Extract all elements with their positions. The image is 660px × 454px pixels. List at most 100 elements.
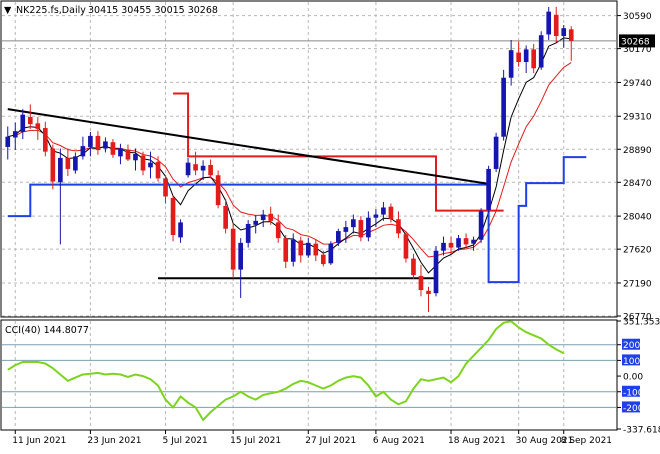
candle-body	[305, 242, 311, 256]
x-tick-label: 8 Sep 2021	[561, 436, 612, 446]
y-tick-label: 29740	[623, 79, 652, 89]
candle	[403, 231, 409, 263]
candle-body	[538, 35, 544, 68]
candle	[396, 211, 401, 239]
candle-body	[561, 28, 567, 37]
candle	[253, 215, 259, 234]
candle	[290, 233, 296, 267]
candle-body	[155, 161, 161, 179]
last-price-value: 30268	[621, 37, 650, 47]
candle-body	[366, 217, 371, 238]
candle	[42, 121, 48, 157]
candle	[493, 132, 499, 173]
candle	[568, 26, 574, 61]
candle	[245, 220, 251, 248]
candle-body	[275, 222, 281, 239]
candle-body	[403, 234, 409, 259]
candle-body	[523, 49, 529, 62]
candle-body	[478, 211, 484, 240]
cci-line	[7, 320, 565, 422]
candle	[200, 160, 206, 180]
candle-body	[35, 123, 41, 129]
candle-body	[260, 214, 266, 221]
time-axis: 11 Jun 2021 23 Jun 2021 5 Jul 2021 15 Jul 2…	[12, 430, 612, 446]
candle-body	[531, 49, 537, 69]
candle-body	[200, 165, 206, 171]
candle	[516, 41, 521, 67]
y-tick-label: 30590	[623, 12, 652, 22]
candle	[208, 159, 213, 179]
candle-body	[418, 275, 424, 291]
candle-body	[208, 165, 213, 176]
candle-body	[245, 223, 251, 243]
cci-label: CCI(40) 144.8077	[5, 325, 89, 336]
candle	[343, 220, 349, 243]
candle-body	[568, 29, 574, 41]
candle-body	[411, 258, 416, 276]
candle	[486, 165, 491, 213]
candle	[328, 241, 334, 265]
candle	[20, 109, 26, 140]
candle-body	[351, 219, 356, 228]
candle-body	[433, 250, 439, 294]
candle	[110, 139, 116, 158]
candle	[538, 31, 544, 70]
x-tick-label: 15 Jul 2021	[230, 436, 281, 446]
candle	[381, 201, 386, 221]
candle-body	[328, 243, 334, 264]
x-tick-label: 27 Jul 2021	[305, 436, 356, 446]
candle-body	[381, 207, 386, 215]
candle-body	[58, 157, 63, 183]
candle-body	[343, 227, 349, 232]
candle-body	[546, 11, 552, 35]
y-tick-label: 30170	[623, 45, 652, 55]
candle	[88, 131, 93, 157]
y-tick-label: 28040	[623, 213, 652, 223]
candle	[313, 239, 319, 261]
candle	[230, 223, 236, 279]
y-tick-label: 28890	[623, 146, 652, 156]
candle-body	[388, 206, 394, 220]
candle-body	[253, 220, 259, 225]
candle-body	[88, 135, 93, 147]
candle-body	[448, 242, 454, 248]
candle	[148, 151, 153, 179]
candle	[178, 219, 183, 243]
candle	[471, 236, 476, 251]
cci-tick-label: -100	[623, 388, 644, 398]
candle	[448, 236, 454, 254]
candle	[80, 136, 86, 160]
cci-tick-label: -200	[623, 404, 644, 414]
candle-body	[268, 213, 274, 221]
menu-arrow-icon[interactable]: ▼	[4, 5, 12, 16]
candle-body	[516, 52, 521, 62]
candle	[456, 234, 461, 251]
candle	[125, 144, 131, 162]
candle	[215, 170, 221, 209]
x-tick-label: 30 Aug 2021	[516, 436, 574, 446]
cci-tick-label: 351.3536	[623, 318, 660, 328]
candle-body	[193, 164, 198, 171]
cci-tick-label: 0.00	[623, 373, 643, 383]
candle	[298, 236, 304, 263]
candle-body	[508, 50, 514, 78]
candle-body	[20, 114, 26, 132]
price-axis: 30590 30170 29740 29310 28890 28470 28040 27620…	[617, 12, 652, 323]
candle	[373, 209, 379, 228]
candle	[283, 234, 289, 269]
candle-body	[118, 148, 123, 157]
candle	[27, 104, 33, 129]
candle	[388, 203, 394, 223]
candle	[501, 69, 506, 141]
candle-body	[298, 240, 304, 256]
candle	[336, 228, 341, 247]
x-tick-label: 23 Jun 2021	[87, 436, 141, 446]
candle-body	[238, 242, 243, 270]
candle	[523, 45, 529, 73]
candle	[268, 206, 274, 225]
candle-body	[471, 239, 476, 244]
candle-body	[65, 157, 71, 169]
candle	[478, 208, 484, 243]
candle-body	[170, 198, 176, 235]
